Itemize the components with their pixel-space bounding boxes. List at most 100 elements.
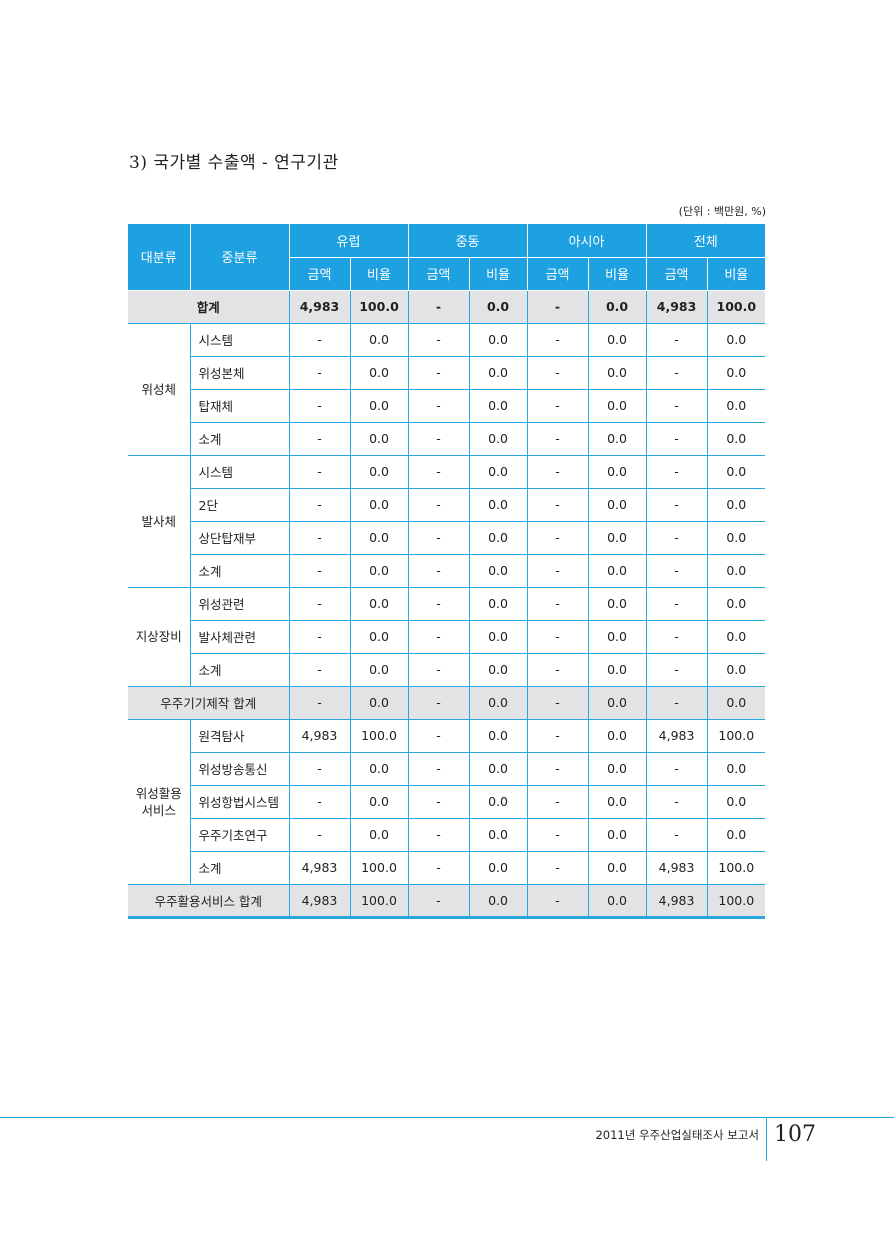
cell-value: - — [289, 323, 351, 357]
cell-value: - — [408, 488, 470, 522]
cell-value: 0.0 — [469, 356, 528, 390]
cell-value: - — [408, 851, 470, 885]
cell-value: 0.0 — [588, 389, 647, 423]
row-label: 탑재체 — [190, 389, 290, 423]
cell-value: 0.0 — [350, 785, 409, 819]
table-row: 우주기초연구 - 0.0 - 0.0 - 0.0 - 0.0 — [128, 818, 766, 852]
cell-value: - — [289, 653, 351, 687]
section-title: 3) 국가별 수출액 - 연구기관 — [129, 153, 339, 173]
cell-value: 0.0 — [469, 719, 528, 753]
cell-value: 0.0 — [350, 554, 409, 588]
cell-value: 0.0 — [588, 719, 647, 753]
cell-value: - — [646, 554, 708, 588]
group-label-satellite-service: 위성활용 서비스 — [128, 719, 191, 885]
table-row: 위성활용 서비스 원격탐사 4,983 100.0 - 0.0 - 0.0 4,9… — [128, 719, 766, 885]
cell-value: - — [646, 752, 708, 786]
cell-value: 0.0 — [350, 587, 409, 621]
cell-value: - — [289, 587, 351, 621]
cell-value: - — [527, 719, 589, 753]
row-label: 시스템 — [190, 455, 290, 489]
cell-value: 0.0 — [350, 356, 409, 390]
cell-value: - — [408, 752, 470, 786]
cell-value: 0.0 — [350, 422, 409, 456]
cell-value: - — [527, 653, 589, 687]
cell-value: - — [408, 785, 470, 819]
table-row: 발사체 시스템 - 0.0 - 0.0 - 0.0 - 0.0 — [128, 455, 766, 588]
cell-value: - — [527, 356, 589, 390]
cell-value: - — [408, 620, 470, 654]
header-amount: 금액 — [408, 257, 470, 291]
cell-value: 0.0 — [469, 818, 528, 852]
cell-value: 100.0 — [350, 884, 409, 919]
cell-value: 0.0 — [588, 290, 647, 324]
cell-value: - — [408, 818, 470, 852]
row-label: 2단 — [190, 488, 290, 522]
cell-value: 0.0 — [350, 455, 409, 489]
cell-value: 0.0 — [350, 653, 409, 687]
cell-value: 100.0 — [707, 290, 766, 324]
cell-value: - — [408, 686, 470, 720]
cell-value: - — [527, 323, 589, 357]
cell-value: 0.0 — [469, 587, 528, 621]
cell-value: 100.0 — [350, 851, 409, 885]
row-label: 합계 — [128, 290, 290, 324]
cell-value: - — [408, 356, 470, 390]
table-row: 위성방송통신 - 0.0 - 0.0 - 0.0 - 0.0 — [128, 752, 766, 786]
row-label: 위성항법시스템 — [190, 785, 290, 819]
cell-value: 0.0 — [469, 488, 528, 522]
cell-value: 0.0 — [350, 389, 409, 423]
cell-value: - — [646, 620, 708, 654]
header-region-total: 전체 — [646, 224, 766, 258]
cell-value: - — [646, 455, 708, 489]
cell-value: 0.0 — [588, 884, 647, 919]
cell-value: 0.0 — [707, 653, 766, 687]
cell-value: - — [408, 719, 470, 753]
header-ratio: 비율 — [350, 257, 409, 291]
row-label: 우주활용서비스 합계 — [128, 884, 290, 919]
cell-value: 0.0 — [588, 653, 647, 687]
cell-value: 4,983 — [289, 719, 351, 753]
cell-value: - — [408, 290, 470, 324]
cell-value: - — [646, 785, 708, 819]
page-number: 107 — [774, 1122, 816, 1147]
row-label: 원격탐사 — [190, 719, 290, 753]
row-label: 소계 — [190, 422, 290, 456]
cell-value: 0.0 — [707, 554, 766, 588]
cell-value: 0.0 — [707, 620, 766, 654]
cell-value: - — [527, 290, 589, 324]
cell-value: - — [646, 521, 708, 555]
row-label: 발사체관련 — [190, 620, 290, 654]
cell-value: - — [527, 851, 589, 885]
cell-value: - — [289, 752, 351, 786]
cell-value: - — [527, 752, 589, 786]
cell-value: 0.0 — [588, 686, 647, 720]
table-row: 발사체관련 - 0.0 - 0.0 - 0.0 - 0.0 — [128, 620, 766, 654]
row-label: 소계 — [190, 653, 290, 687]
header-amount: 금액 — [646, 257, 708, 291]
table-row: 2단 - 0.0 - 0.0 - 0.0 - 0.0 — [128, 488, 766, 522]
cell-value: 0.0 — [707, 686, 766, 720]
cell-value: 0.0 — [350, 686, 409, 720]
table-row: 상단탑재부 - 0.0 - 0.0 - 0.0 - 0.0 — [128, 521, 766, 555]
cell-value: 0.0 — [350, 488, 409, 522]
cell-value: 0.0 — [588, 752, 647, 786]
cell-value: - — [527, 884, 589, 919]
table-row: 소계 4,983 100.0 - 0.0 - 0.0 4,983 100.0 — [128, 851, 766, 885]
cell-value: - — [646, 422, 708, 456]
cell-value: 4,983 — [646, 290, 708, 324]
table-row: 소계 - 0.0 - 0.0 - 0.0 - 0.0 — [128, 422, 766, 456]
row-label: 상단탑재부 — [190, 521, 290, 555]
cell-value: 0.0 — [588, 851, 647, 885]
cell-value: - — [646, 818, 708, 852]
table-row: 탑재체 - 0.0 - 0.0 - 0.0 - 0.0 — [128, 389, 766, 423]
cell-value: 4,983 — [289, 851, 351, 885]
group-label-line: 위성활용 — [135, 785, 182, 801]
unit-note: (단위 : 백만원, %) — [678, 205, 766, 218]
header-ratio: 비율 — [588, 257, 647, 291]
row-label: 소계 — [190, 554, 290, 588]
cell-value: 4,983 — [289, 290, 351, 324]
cell-value: 0.0 — [707, 389, 766, 423]
cell-value: 0.0 — [588, 455, 647, 489]
table-row: 위성본체 - 0.0 - 0.0 - 0.0 - 0.0 — [128, 356, 766, 390]
cell-value: - — [408, 455, 470, 489]
